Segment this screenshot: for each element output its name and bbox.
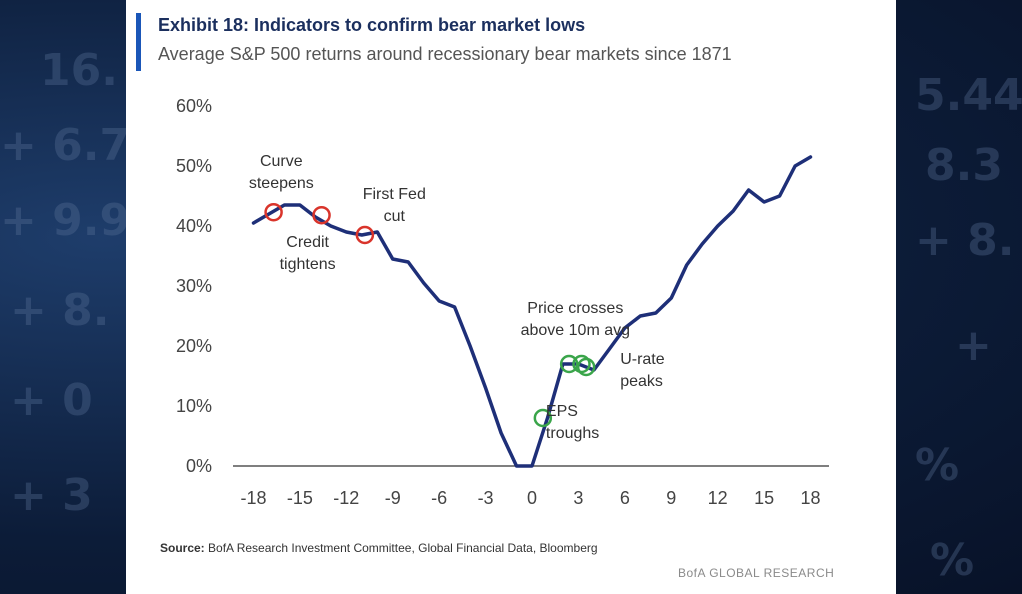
indicator-marker (576, 357, 596, 377)
x-tick-label: 15 (754, 488, 774, 508)
brand-label: BofA GLOBAL RESEARCH (678, 566, 835, 580)
background-number-right-4: % (915, 440, 960, 491)
y-tick-label: 10% (176, 396, 212, 416)
x-tick-label: -3 (478, 488, 494, 508)
annotation-line: above 10m avg (521, 322, 630, 339)
background-number-right-1: 8.3 (925, 140, 1003, 191)
x-tick-label: 6 (620, 488, 630, 508)
x-tick-label: -9 (385, 488, 401, 508)
series-line (251, 155, 813, 468)
annotation-line: EPS (546, 403, 578, 420)
chart-subtitle: Average S&P 500 returns around recession… (158, 44, 732, 64)
background-number-left-0: 16. (40, 45, 118, 96)
background-number-right-3: + (955, 320, 992, 371)
annotation-line: cut (384, 208, 406, 225)
annotation-line: Price crosses (527, 300, 623, 317)
background-number-left-3: + 8. (10, 285, 110, 336)
x-tick-label: 0 (527, 488, 537, 508)
title-accent-bar (136, 13, 141, 71)
y-tick-label: 20% (176, 336, 212, 356)
background-number-right-0: 5.44 (915, 70, 1022, 121)
indicator-marker (533, 408, 553, 428)
indicator-marker (355, 225, 375, 245)
source-text: BofA Research Investment Committee, Glob… (208, 541, 598, 555)
background-number-left-2: + 9.9 (0, 195, 131, 246)
annotation-label: Curve steepens (249, 153, 314, 192)
y-tick-label: 30% (176, 276, 212, 296)
background-number-right-5: % (930, 535, 975, 586)
x-tick-label: 3 (573, 488, 583, 508)
background-number-left-4: + 0 (10, 375, 93, 426)
x-tick-label: 9 (666, 488, 676, 508)
source-label: Source: (160, 541, 205, 555)
line-chart: 0% 10% 20% 30% 40% 50% 60% -18 -15 -12 -9 -6 -3 0 3 6 9 1… (176, 96, 829, 508)
y-tick-label: 40% (176, 216, 212, 236)
exhibit-panel (126, 0, 896, 594)
y-tick-label: 50% (176, 156, 212, 176)
x-tick-label: -15 (287, 488, 313, 508)
background-number-left-5: + 3 (10, 470, 93, 521)
x-tick-label: -6 (431, 488, 447, 508)
x-tick-label: -18 (240, 488, 266, 508)
x-tick-label: 18 (801, 488, 821, 508)
annotation-label: U-rate peaks (620, 351, 665, 390)
x-tick-label: 12 (708, 488, 728, 508)
source-note: Source: BofA Research Investment Committ… (160, 541, 598, 555)
indicator-marker (264, 202, 283, 222)
background-number-left-1: + 6.7 (0, 120, 131, 171)
annotation-line: First Fed (363, 186, 426, 203)
annotation-label: Credit tightens (280, 234, 336, 273)
x-tick-label: -12 (333, 488, 359, 508)
annotation-line: steepens (249, 175, 314, 192)
y-tick-label: 0% (186, 456, 212, 476)
background-number-right-2: + 8. (915, 215, 1015, 266)
annotation-line: Credit (286, 234, 329, 251)
annotation-label: Price crosses above 10m avg (521, 300, 630, 339)
annotation-label: First Fed cut (363, 186, 426, 225)
annotation-label: EPS troughs (546, 403, 599, 442)
indicator-marker (559, 354, 579, 374)
annotation-line: peaks (620, 373, 663, 390)
y-tick-label: 60% (176, 96, 212, 116)
annotation-line: tightens (280, 256, 336, 273)
indicator-marker (312, 205, 331, 225)
annotation-line: troughs (546, 425, 599, 442)
chart-title: Exhibit 18: Indicators to confirm bear m… (158, 15, 586, 35)
annotation-line: Curve (260, 153, 303, 170)
annotation-line: U-rate (620, 351, 665, 368)
